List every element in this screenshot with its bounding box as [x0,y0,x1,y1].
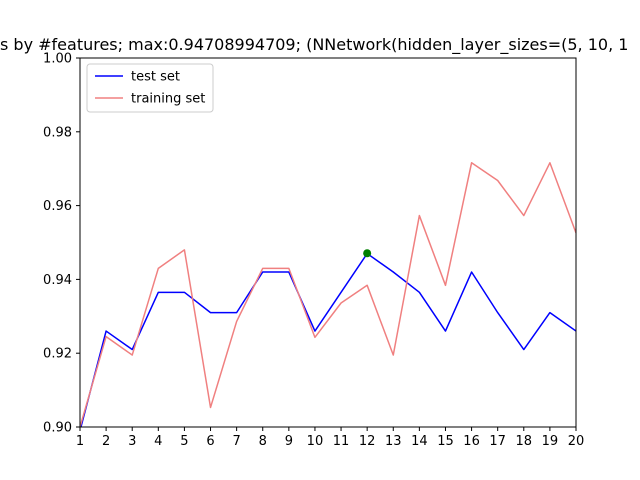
x-tick-label: 7 [232,434,240,449]
x-tick-label: 6 [206,434,214,449]
x-tick-label: 2 [102,434,110,449]
y-tick-label: 0.98 [43,125,72,140]
x-tick-label: 1 [76,434,84,449]
axes-frame [79,57,577,428]
x-tick-label: 19 [542,434,559,449]
y-tick-label: 1.00 [43,52,72,67]
legend-label: test set [131,70,180,85]
x-tick-label: 8 [259,434,267,449]
x-tick-label: 17 [489,434,506,449]
max-point-marker [363,249,372,258]
x-tick-label: 20 [568,434,585,449]
x-tick-label: 5 [180,434,188,449]
x-tick-label: 3 [128,434,136,449]
plot-area: 1 2 3 4 5 6 7 8 9 10 11 12 13 14 15 16 17 18 19 200.900.920… [43,52,584,450]
x-tick-label: 14 [411,434,428,449]
x-tick-label: 12 [359,434,376,449]
y-tick-label: 0.92 [43,347,72,362]
chart-title: s by #features; max:0.94708994709; (NNet… [0,35,628,55]
y-tick-label: 0.90 [43,421,72,436]
x-tick-label: 11 [333,434,350,449]
series-line-test-set [80,252,576,427]
x-tick-label: 9 [285,434,293,449]
x-tick-label: 18 [516,434,533,449]
x-tick-label: 4 [154,434,162,449]
y-tick-label: 0.94 [43,273,72,288]
x-tick-label: 16 [463,434,480,449]
x-tick-label: 10 [307,434,324,449]
y-tick-label: 0.96 [43,199,72,214]
x-tick-label: 15 [437,434,454,449]
legend-label: training set [131,92,205,107]
series-line-training-set [80,162,576,427]
x-tick-label: 13 [385,434,402,449]
